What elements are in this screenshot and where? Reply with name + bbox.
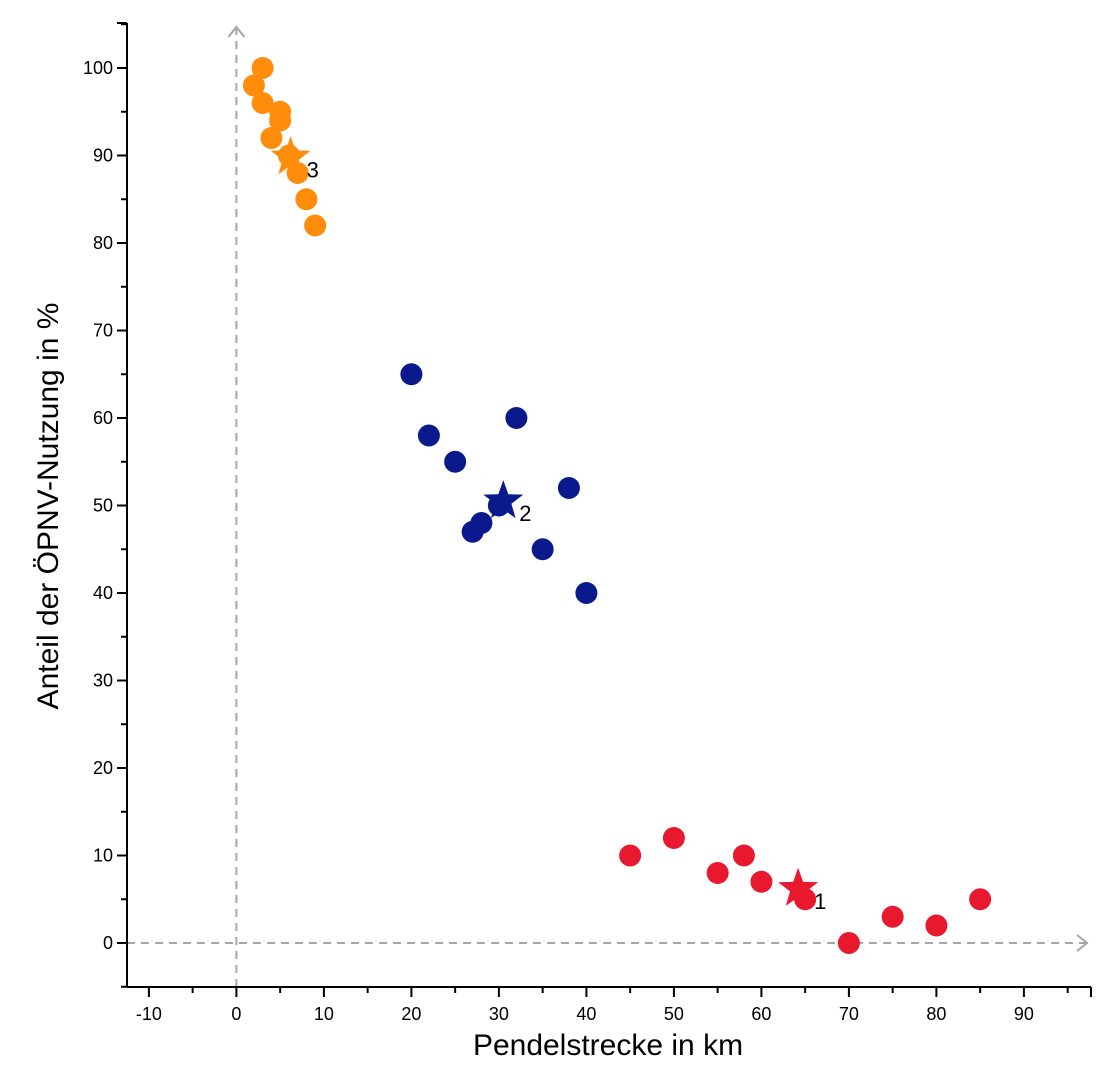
centroid-star — [270, 136, 311, 175]
data-point — [732, 844, 755, 867]
data-point — [619, 844, 642, 867]
centroid-star — [778, 867, 819, 906]
y-tick-label: 30 — [93, 671, 113, 691]
data-point — [750, 870, 773, 893]
x-tick-label: 90 — [1014, 1004, 1034, 1024]
x-tick-label: -10 — [136, 1004, 162, 1024]
reference-lines — [127, 25, 1089, 987]
centroid-label: 2 — [519, 501, 531, 526]
data-point — [304, 214, 327, 237]
data-point — [251, 57, 274, 79]
data-point — [969, 888, 992, 911]
y-tick-label: 10 — [93, 846, 113, 866]
x-tick-label: 50 — [664, 1004, 684, 1024]
y-tick-label: 50 — [93, 496, 113, 516]
data-point — [242, 74, 265, 97]
data-point — [286, 162, 309, 184]
x-tick-label: 60 — [751, 1004, 771, 1024]
y-tick-label: 100 — [83, 58, 113, 78]
y-tick-label: 20 — [93, 758, 113, 778]
x-tick-label: 10 — [314, 1004, 334, 1024]
y-tick-label: 80 — [93, 233, 113, 253]
data-point — [557, 477, 580, 499]
y-tick-label: 90 — [93, 146, 113, 166]
y-tick-label: 40 — [93, 583, 113, 603]
data-point — [417, 424, 440, 447]
centroid-stars: 1 2 3 — [270, 136, 826, 914]
data-point — [662, 827, 685, 849]
centroid-label: 3 — [307, 157, 319, 182]
y-zero-arrow — [227, 25, 246, 38]
data-point — [251, 92, 274, 114]
data-point — [295, 188, 318, 211]
data-point — [260, 127, 283, 149]
centroid-star — [483, 480, 524, 519]
data-point — [444, 450, 467, 473]
x-tick-label: 20 — [401, 1004, 421, 1024]
data-point — [470, 512, 493, 534]
y-tick-label: 0 — [103, 933, 113, 953]
data-point — [505, 407, 528, 429]
y-axis-title: Anteil der ÖPNV-Nutzung in % — [32, 303, 65, 710]
x-zero-arrow — [1076, 934, 1089, 952]
data-points — [242, 57, 992, 954]
x-tick-label: 80 — [926, 1004, 946, 1024]
data-point — [837, 932, 860, 954]
data-point — [925, 914, 948, 937]
axes: -10 0 10 20 30 40 50 60 70 80 90 0 10 20 30 40 50 60 70 80 9… — [83, 22, 1092, 1024]
data-point — [575, 582, 598, 604]
data-point — [531, 538, 554, 561]
data-point — [400, 363, 423, 386]
x-axis-title: Pendelstrecke in km — [473, 1029, 743, 1062]
centroid-label: 1 — [814, 889, 826, 914]
data-point — [706, 862, 729, 884]
y-tick-label: 70 — [93, 321, 113, 341]
data-point — [269, 109, 292, 132]
x-tick-label: 30 — [489, 1004, 509, 1024]
y-tick-label: 60 — [93, 408, 113, 428]
x-tick-label: 70 — [839, 1004, 859, 1024]
data-point — [881, 905, 904, 928]
x-tick-label: 40 — [576, 1004, 596, 1024]
x-tick-label: 0 — [231, 1004, 241, 1024]
